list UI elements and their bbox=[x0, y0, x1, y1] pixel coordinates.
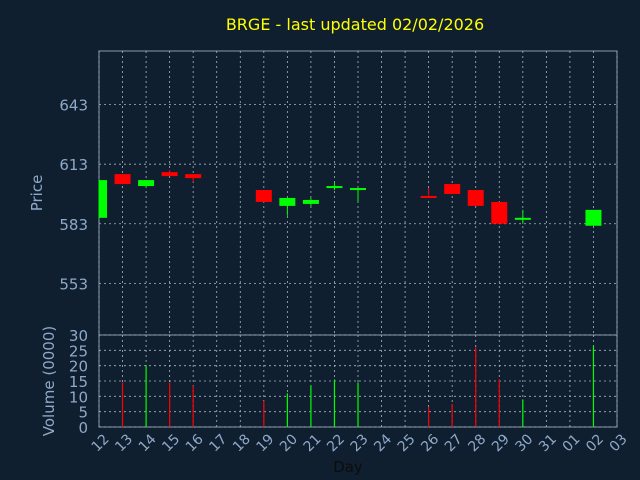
x-tick-labels: 12 13 14 15 16 17 18 19 20 21 22 23 24 25 26 27 28 29 30 31… bbox=[89, 431, 631, 455]
volume-tick-label: 20 bbox=[69, 358, 88, 376]
candle-body bbox=[467, 190, 484, 206]
candle-body bbox=[99, 180, 107, 218]
x-tick-label: 22 bbox=[324, 431, 348, 455]
x-tick-label: 03 bbox=[607, 431, 631, 455]
candle-body bbox=[350, 188, 366, 191]
x-tick-label: 24 bbox=[371, 431, 395, 455]
candle-body bbox=[114, 174, 131, 185]
candle bbox=[161, 170, 178, 177]
candle bbox=[114, 174, 131, 185]
x-tick-label: 31 bbox=[536, 431, 560, 455]
price-tick-labels: 553 583 613 643 bbox=[59, 97, 88, 294]
x-tick-label: 15 bbox=[159, 431, 183, 455]
candle-body bbox=[302, 199, 319, 204]
x-tick-label: 20 bbox=[277, 431, 301, 455]
candle-body bbox=[420, 195, 437, 198]
x-axis-label: Day bbox=[333, 458, 363, 476]
grid-layer bbox=[98, 51, 618, 428]
volume-tick-label: 30 bbox=[69, 327, 88, 345]
x-tick-label: 26 bbox=[418, 431, 442, 455]
candle-body bbox=[255, 190, 272, 202]
volume-axis-label: Volume (0000) bbox=[40, 326, 58, 436]
candle-body bbox=[326, 186, 343, 189]
x-tick-label: 29 bbox=[489, 431, 513, 455]
chart-title: BRGE - last updated 02/02/2026 bbox=[226, 15, 484, 34]
x-tick-label: 23 bbox=[348, 431, 372, 455]
x-tick-label: 12 bbox=[89, 431, 113, 455]
candle bbox=[279, 197, 296, 216]
candle bbox=[514, 209, 531, 224]
y-axis-label: Price bbox=[28, 175, 46, 212]
x-tick-label: 18 bbox=[230, 431, 254, 455]
candle bbox=[326, 182, 343, 191]
volume-bars bbox=[121, 345, 595, 427]
candle-body bbox=[444, 184, 461, 194]
candle bbox=[350, 188, 366, 202]
price-tick-label: 643 bbox=[59, 97, 88, 115]
x-tick-label: 02 bbox=[583, 431, 607, 455]
volume-tick-label: 25 bbox=[69, 342, 88, 360]
volume-tick-label: 15 bbox=[69, 373, 88, 391]
volume-tick-label: 0 bbox=[78, 419, 88, 437]
x-tick-label: 17 bbox=[206, 431, 230, 455]
x-tick-label: 14 bbox=[136, 431, 160, 455]
candle bbox=[585, 209, 602, 226]
x-tick-label: 13 bbox=[112, 431, 136, 455]
price-tick-label: 583 bbox=[59, 216, 88, 234]
candle-body bbox=[279, 197, 296, 206]
x-tick-label: 21 bbox=[301, 431, 325, 455]
candle-body bbox=[585, 209, 602, 226]
candle-body bbox=[161, 172, 178, 177]
candle bbox=[420, 188, 437, 198]
x-tick-label: 28 bbox=[465, 431, 489, 455]
price-tick-label: 613 bbox=[59, 156, 88, 174]
x-tick-label: 01 bbox=[560, 431, 584, 455]
x-tick-label: 16 bbox=[183, 431, 207, 455]
candles bbox=[98, 170, 602, 226]
candle bbox=[185, 174, 202, 183]
candle bbox=[98, 180, 107, 218]
volume-tick-label: 5 bbox=[78, 404, 88, 422]
x-tick-label: 19 bbox=[254, 431, 278, 455]
x-tick-label: 27 bbox=[442, 431, 466, 455]
x-tick-label: 30 bbox=[513, 431, 537, 455]
volume-tick-label: 10 bbox=[69, 388, 88, 406]
price-tick-label: 553 bbox=[59, 275, 88, 293]
candle bbox=[444, 184, 461, 194]
candle-body bbox=[185, 174, 202, 179]
candle bbox=[491, 201, 508, 224]
x-tick-label: 25 bbox=[395, 431, 419, 455]
candle bbox=[255, 190, 272, 202]
candle bbox=[467, 190, 484, 206]
candle-body bbox=[138, 180, 155, 187]
candle bbox=[302, 197, 319, 206]
candle-body bbox=[491, 201, 508, 224]
candle bbox=[138, 180, 155, 189]
candle-body bbox=[514, 217, 531, 220]
